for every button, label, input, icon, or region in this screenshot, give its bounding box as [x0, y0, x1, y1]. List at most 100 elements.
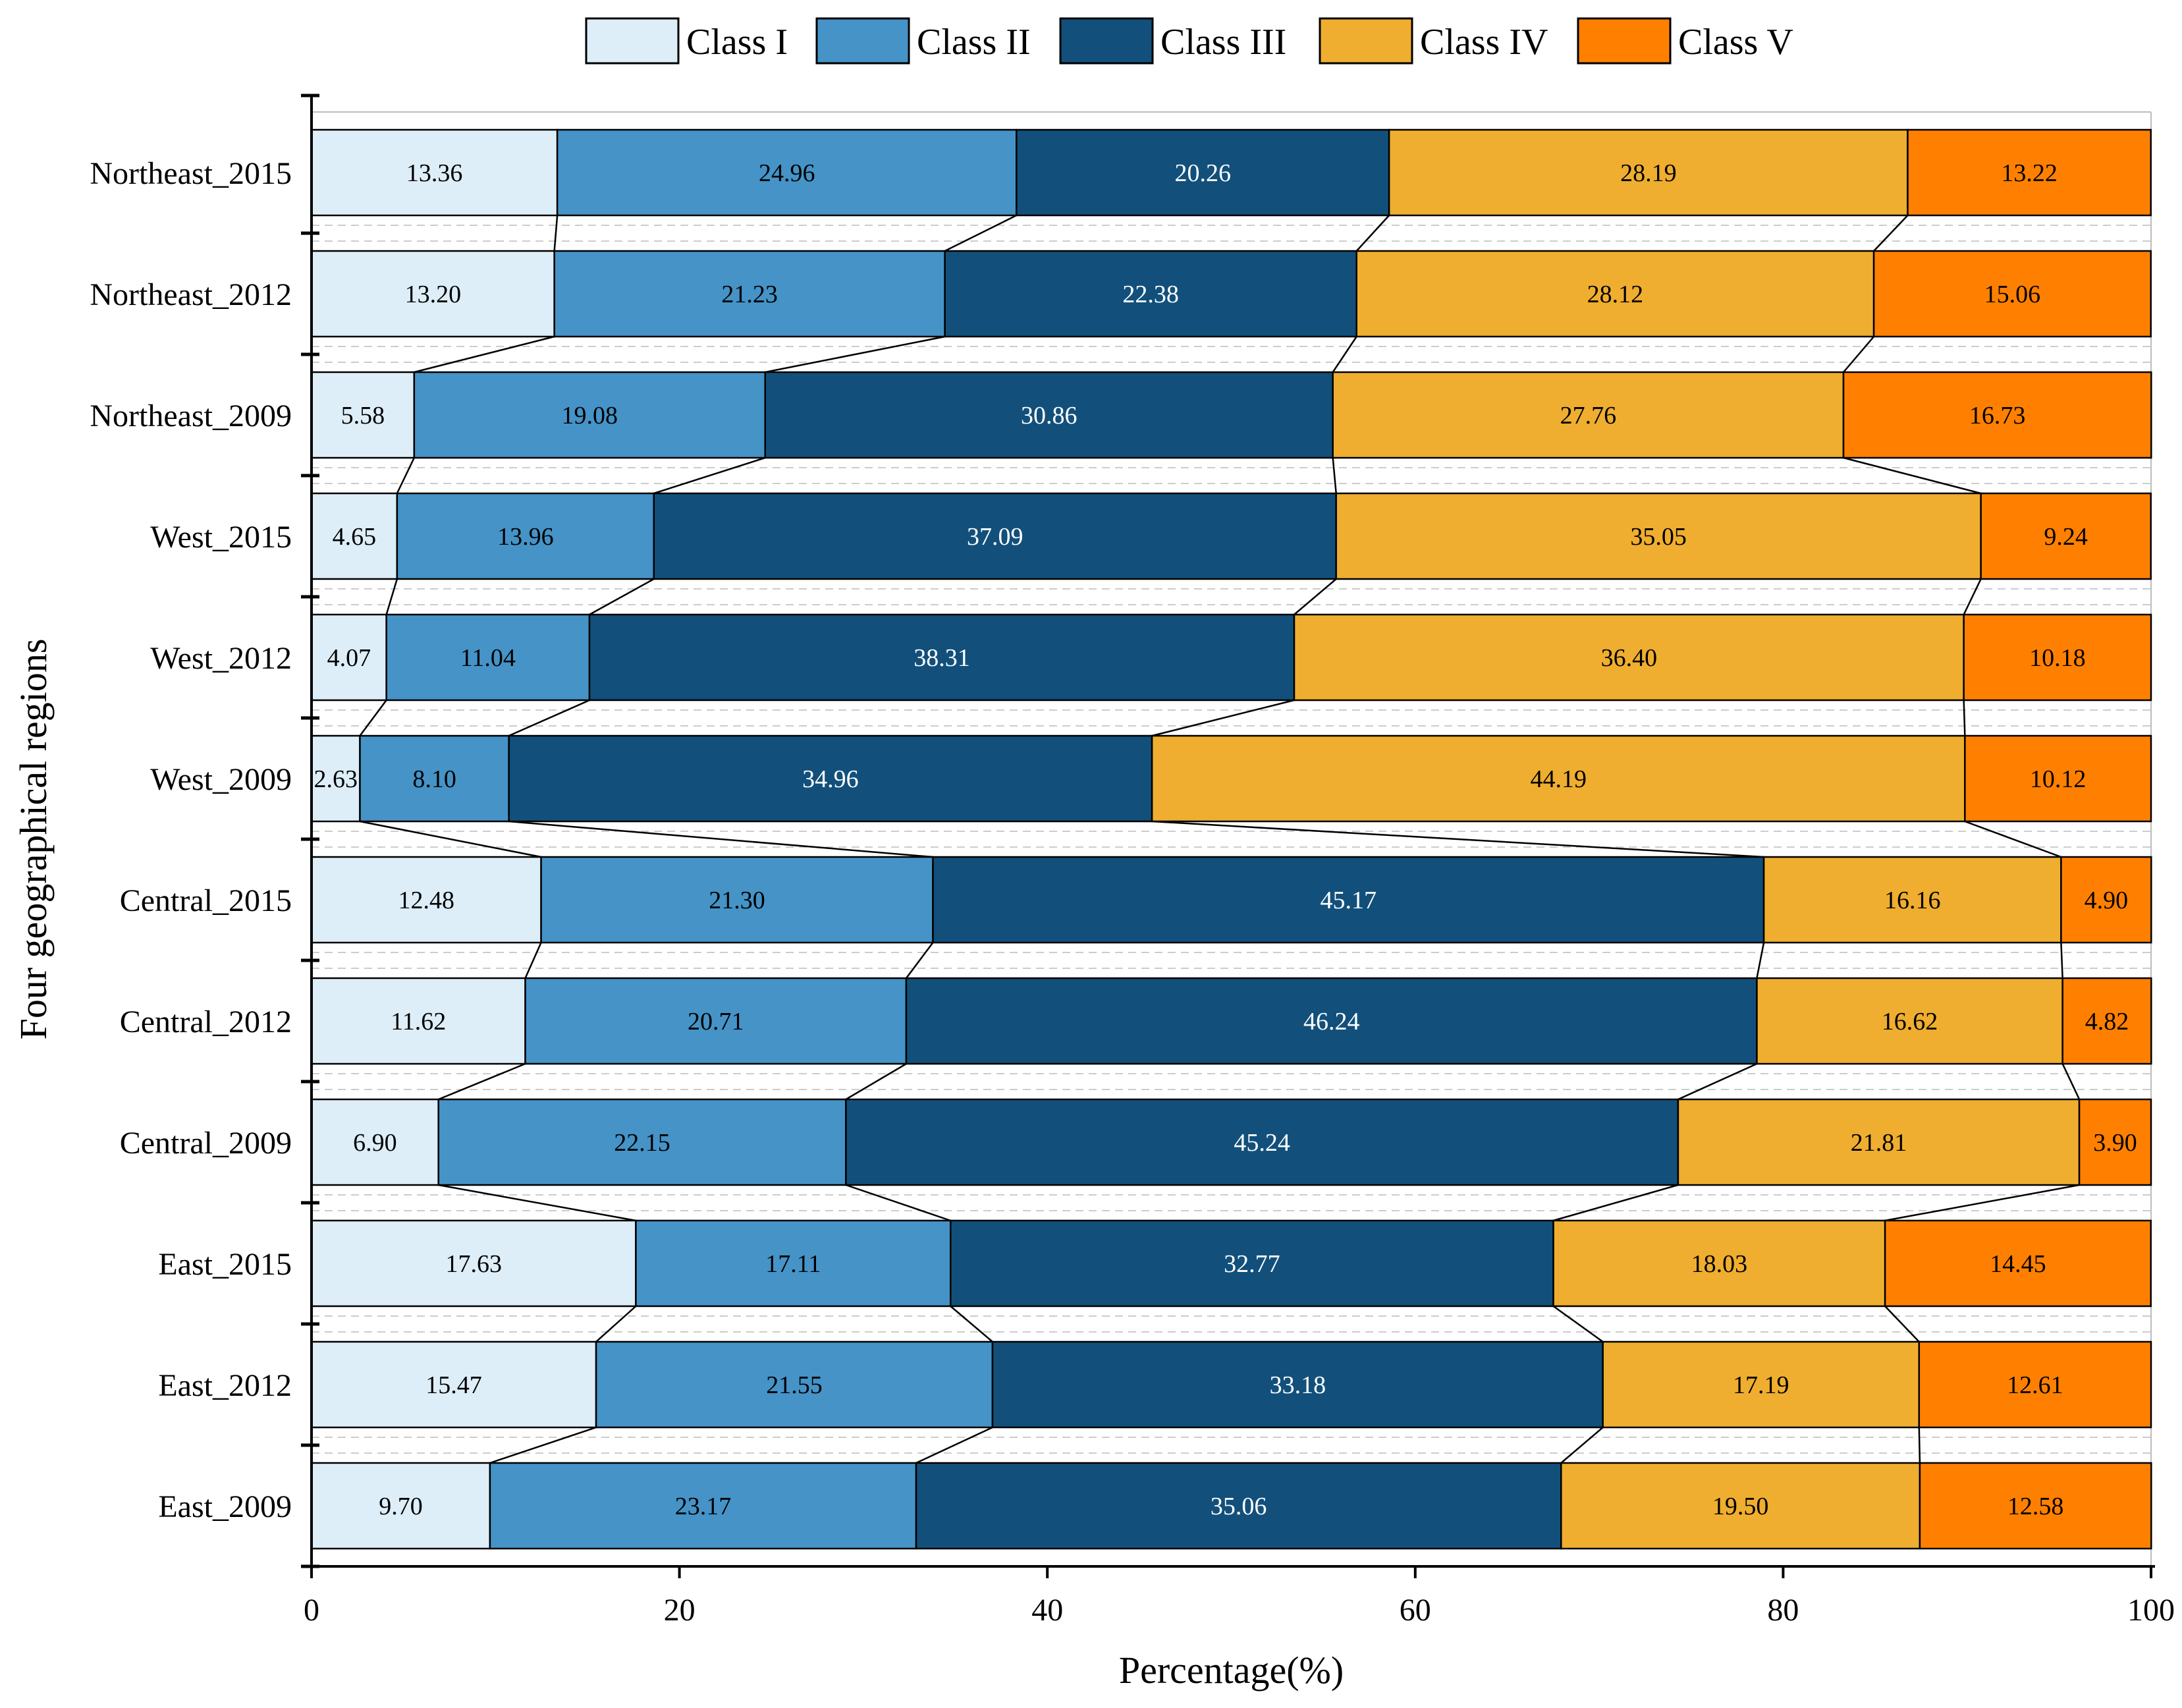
data-label: 4.82 [2085, 1008, 2129, 1035]
bar-segment [1756, 977, 2063, 1065]
bar-segment [1964, 734, 2152, 823]
data-label: 17.11 [765, 1250, 821, 1278]
connector-line [1884, 1306, 1920, 1342]
category-label: West_2015 [150, 520, 292, 555]
data-label: 19.08 [562, 402, 618, 429]
bar-segment [2060, 856, 2152, 944]
bar-segment [1872, 250, 2152, 338]
data-label: 2.63 [314, 765, 358, 793]
bar-segment [1677, 1098, 2081, 1186]
connector-line [414, 335, 555, 373]
x-tick-label: 100 [2127, 1593, 2175, 1628]
bar-segment [1388, 128, 1909, 217]
bar-segment [310, 734, 361, 823]
bar-segment [1918, 1340, 2152, 1429]
bar-segment [508, 734, 1153, 823]
connector-line [653, 456, 766, 495]
bar-segment [1842, 371, 2152, 459]
connector-line [489, 1426, 597, 1464]
connector-line [438, 1062, 526, 1101]
bars [310, 128, 2152, 1550]
bar-segment [1762, 856, 2062, 944]
data-label: 19.50 [1712, 1493, 1769, 1520]
data-label: 12.48 [398, 887, 455, 914]
data-label: 21.81 [1851, 1129, 1907, 1157]
legend-swatch [815, 17, 910, 65]
data-label: 10.12 [2030, 765, 2087, 793]
data-label: 5.58 [341, 402, 385, 429]
bar-segment [944, 250, 1357, 338]
data-label: 21.55 [766, 1371, 823, 1399]
data-label: 16.62 [1882, 1008, 1938, 1035]
connector-line [1873, 215, 1909, 252]
data-label: 44.19 [1530, 765, 1587, 793]
bar-segment [396, 492, 655, 580]
connector-line [1677, 1062, 1757, 1101]
connector-line [1294, 578, 1337, 615]
connector-line [1918, 1427, 1921, 1464]
bar-segment [556, 128, 1018, 217]
data-label: 4.65 [333, 523, 377, 551]
data-labels: 13.36 24.96 20.26 28.19 13.22 13.20 21.23 22.38… [314, 159, 2137, 1520]
connector-line [950, 1306, 993, 1342]
bar-segment [1016, 128, 1390, 217]
connector-line [1964, 820, 2061, 858]
data-label: 4.07 [327, 644, 371, 672]
connector-line [1332, 336, 1357, 373]
axes: Northeast_2015 Northeast_2012 Northeast_20… [90, 94, 2175, 1628]
legend-item: Class V [1577, 17, 1793, 65]
bar-segment [310, 977, 526, 1065]
data-label: 13.96 [497, 523, 554, 551]
bar-segment [1293, 613, 1965, 702]
legend-label: Class I [686, 22, 788, 63]
connector-line [1843, 456, 1981, 495]
x-tick-label: 60 [1400, 1593, 1431, 1628]
data-label: 13.22 [2001, 159, 2058, 187]
category-label: Central_2009 [120, 1126, 292, 1161]
bar-segment [310, 371, 416, 459]
category-label: East_2009 [158, 1489, 292, 1524]
data-label: 16.16 [1884, 887, 1941, 914]
bar-segment [950, 1219, 1554, 1308]
connector-line [1552, 1305, 1604, 1343]
data-label: 30.86 [1021, 402, 1077, 429]
data-label: 37.09 [967, 523, 1023, 551]
data-label: 23.17 [675, 1493, 732, 1520]
connector-line [385, 578, 398, 615]
connector-line [1152, 820, 1764, 858]
data-label: 33.18 [1270, 1371, 1326, 1399]
legend-item: Class III [1059, 17, 1286, 65]
connector-line [438, 1184, 636, 1222]
bar-segment [2061, 977, 2152, 1065]
category-label: Northeast_2012 [90, 277, 292, 312]
bar-segment [932, 856, 1765, 944]
data-label: 6.90 [353, 1129, 397, 1157]
legend-swatch [1059, 17, 1154, 65]
bar-segment [540, 856, 934, 944]
connector-line [944, 214, 1017, 252]
gridlines [312, 111, 2152, 1566]
connector-line [595, 1306, 637, 1342]
data-label: 8.10 [412, 765, 456, 793]
bar-segment [310, 613, 387, 702]
legend-item: Class II [815, 17, 1031, 65]
category-label: West_2009 [150, 762, 292, 797]
connector-lines [359, 214, 2081, 1464]
connector-line [508, 699, 590, 737]
bar-segment [1332, 371, 1845, 459]
connector-line [1884, 1184, 2080, 1222]
legend: Class I Class II Class III Class IV Class V [585, 17, 1793, 65]
data-label: 27.76 [1560, 402, 1617, 429]
category-label: East_2012 [158, 1368, 292, 1403]
data-label: 18.03 [1691, 1250, 1748, 1278]
data-label: 45.24 [1234, 1129, 1290, 1157]
data-label: 9.70 [379, 1493, 423, 1520]
bar-segment [1602, 1340, 1921, 1429]
bar-segment [1884, 1219, 2152, 1308]
x-tick-label: 0 [304, 1593, 319, 1628]
bar-segment [1355, 250, 1875, 338]
data-label: 35.06 [1211, 1493, 1267, 1520]
connector-line [2061, 1063, 2081, 1100]
